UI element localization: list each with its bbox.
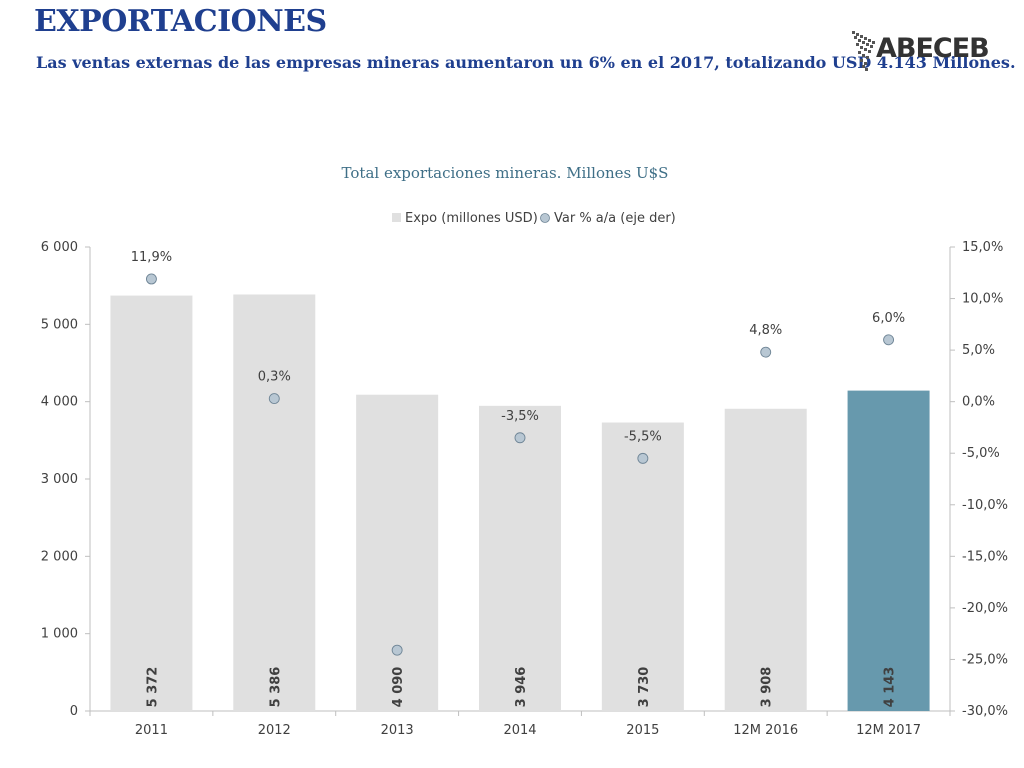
var-marker bbox=[391, 644, 403, 656]
var-data-label: 0,3% bbox=[258, 370, 291, 385]
var-marker bbox=[637, 452, 649, 464]
x-tick-label: 2014 bbox=[503, 723, 536, 738]
legend-marker-label: Var % a/a (eje der) bbox=[554, 211, 676, 226]
var-marker bbox=[760, 346, 772, 358]
right-tick-label: -10,0% bbox=[962, 498, 1008, 513]
right-tick-label: -30,0% bbox=[962, 704, 1008, 719]
right-tick-label: -20,0% bbox=[962, 601, 1008, 616]
left-tick-label: 3 000 bbox=[41, 472, 78, 487]
page-title: EXPORTACIONES bbox=[34, 4, 327, 39]
bar-value-label: 3 946 bbox=[514, 667, 529, 708]
right-tick-label: -5,0% bbox=[962, 446, 1000, 461]
legend-marker-swatch bbox=[540, 213, 550, 223]
left-tick-label: 6 000 bbox=[41, 240, 78, 255]
right-tick-label: -15,0% bbox=[962, 549, 1008, 564]
logo-text: ABECEB bbox=[876, 33, 990, 64]
bar bbox=[233, 294, 316, 711]
legend-bar-label: Expo (millones USD) bbox=[405, 211, 538, 226]
right-tick-label: 0,0% bbox=[962, 395, 995, 410]
export-chart: Total exportaciones mineras. Millones U$… bbox=[41, 164, 1008, 738]
bar bbox=[724, 408, 807, 711]
var-marker bbox=[268, 393, 280, 405]
x-tick-label: 12M 2017 bbox=[856, 723, 921, 738]
logo-map-icon bbox=[852, 31, 875, 71]
bar bbox=[110, 295, 193, 711]
abeceb-logo: ABECEB bbox=[852, 31, 992, 71]
bars-group: 5 372 5 386 4 090 3 946 3 730 3 908 4 143 bbox=[110, 294, 930, 711]
x-tick-label: 2012 bbox=[258, 723, 291, 738]
bar-value-label: 5 386 bbox=[268, 667, 283, 708]
bar-value-label: 4 143 bbox=[883, 667, 898, 708]
x-tick-label: 12M 2016 bbox=[733, 723, 798, 738]
right-tick-label: -25,0% bbox=[962, 652, 1008, 667]
bar bbox=[356, 394, 439, 711]
var-data-label: 11,9% bbox=[131, 250, 172, 265]
left-tick-label: 1 000 bbox=[41, 627, 78, 642]
chart-title: Total exportaciones mineras. Millones U$… bbox=[342, 164, 669, 182]
page-subtitle: Las ventas externas de las empresas mine… bbox=[36, 53, 1016, 72]
x-tick-label: 2015 bbox=[626, 723, 659, 738]
chart-legend: Expo (millones USD) Var % a/a (eje der) bbox=[392, 211, 676, 226]
x-tick-label: 2011 bbox=[135, 723, 168, 738]
bar-value-label: 4 090 bbox=[391, 667, 406, 708]
bar-value-label: 3 730 bbox=[637, 667, 652, 708]
x-tick-label: 2013 bbox=[381, 723, 414, 738]
var-data-label: -5,5% bbox=[624, 429, 662, 444]
var-marker bbox=[514, 432, 526, 444]
var-marker bbox=[145, 273, 157, 285]
left-tick-label: 2 000 bbox=[41, 549, 78, 564]
right-tick-label: 5,0% bbox=[962, 343, 995, 358]
right-tick-label: 10,0% bbox=[962, 292, 1003, 307]
markers-group: 11,9% 0,3% -3,5% -5,5% 4,8% 6,0% bbox=[131, 250, 905, 656]
legend-bar-swatch bbox=[392, 213, 401, 222]
bar-value-label: 5 372 bbox=[145, 667, 160, 708]
bar bbox=[479, 405, 561, 711]
var-data-label: 4,8% bbox=[749, 323, 782, 338]
bar bbox=[847, 390, 930, 711]
var-marker bbox=[883, 334, 895, 346]
bar bbox=[601, 422, 684, 711]
left-tick-label: 5 000 bbox=[41, 317, 78, 332]
bar-value-label: 3 908 bbox=[760, 667, 775, 708]
var-data-label: -3,5% bbox=[501, 409, 539, 424]
chart-axes: 0 1 000 2 000 3 000 4 000 5 000 6 000 -30,0% -25… bbox=[41, 240, 1008, 738]
left-tick-label: 4 000 bbox=[41, 395, 78, 410]
left-tick-label: 0 bbox=[70, 704, 78, 719]
right-tick-label: 15,0% bbox=[962, 240, 1003, 255]
var-data-label: 6,0% bbox=[872, 311, 905, 326]
